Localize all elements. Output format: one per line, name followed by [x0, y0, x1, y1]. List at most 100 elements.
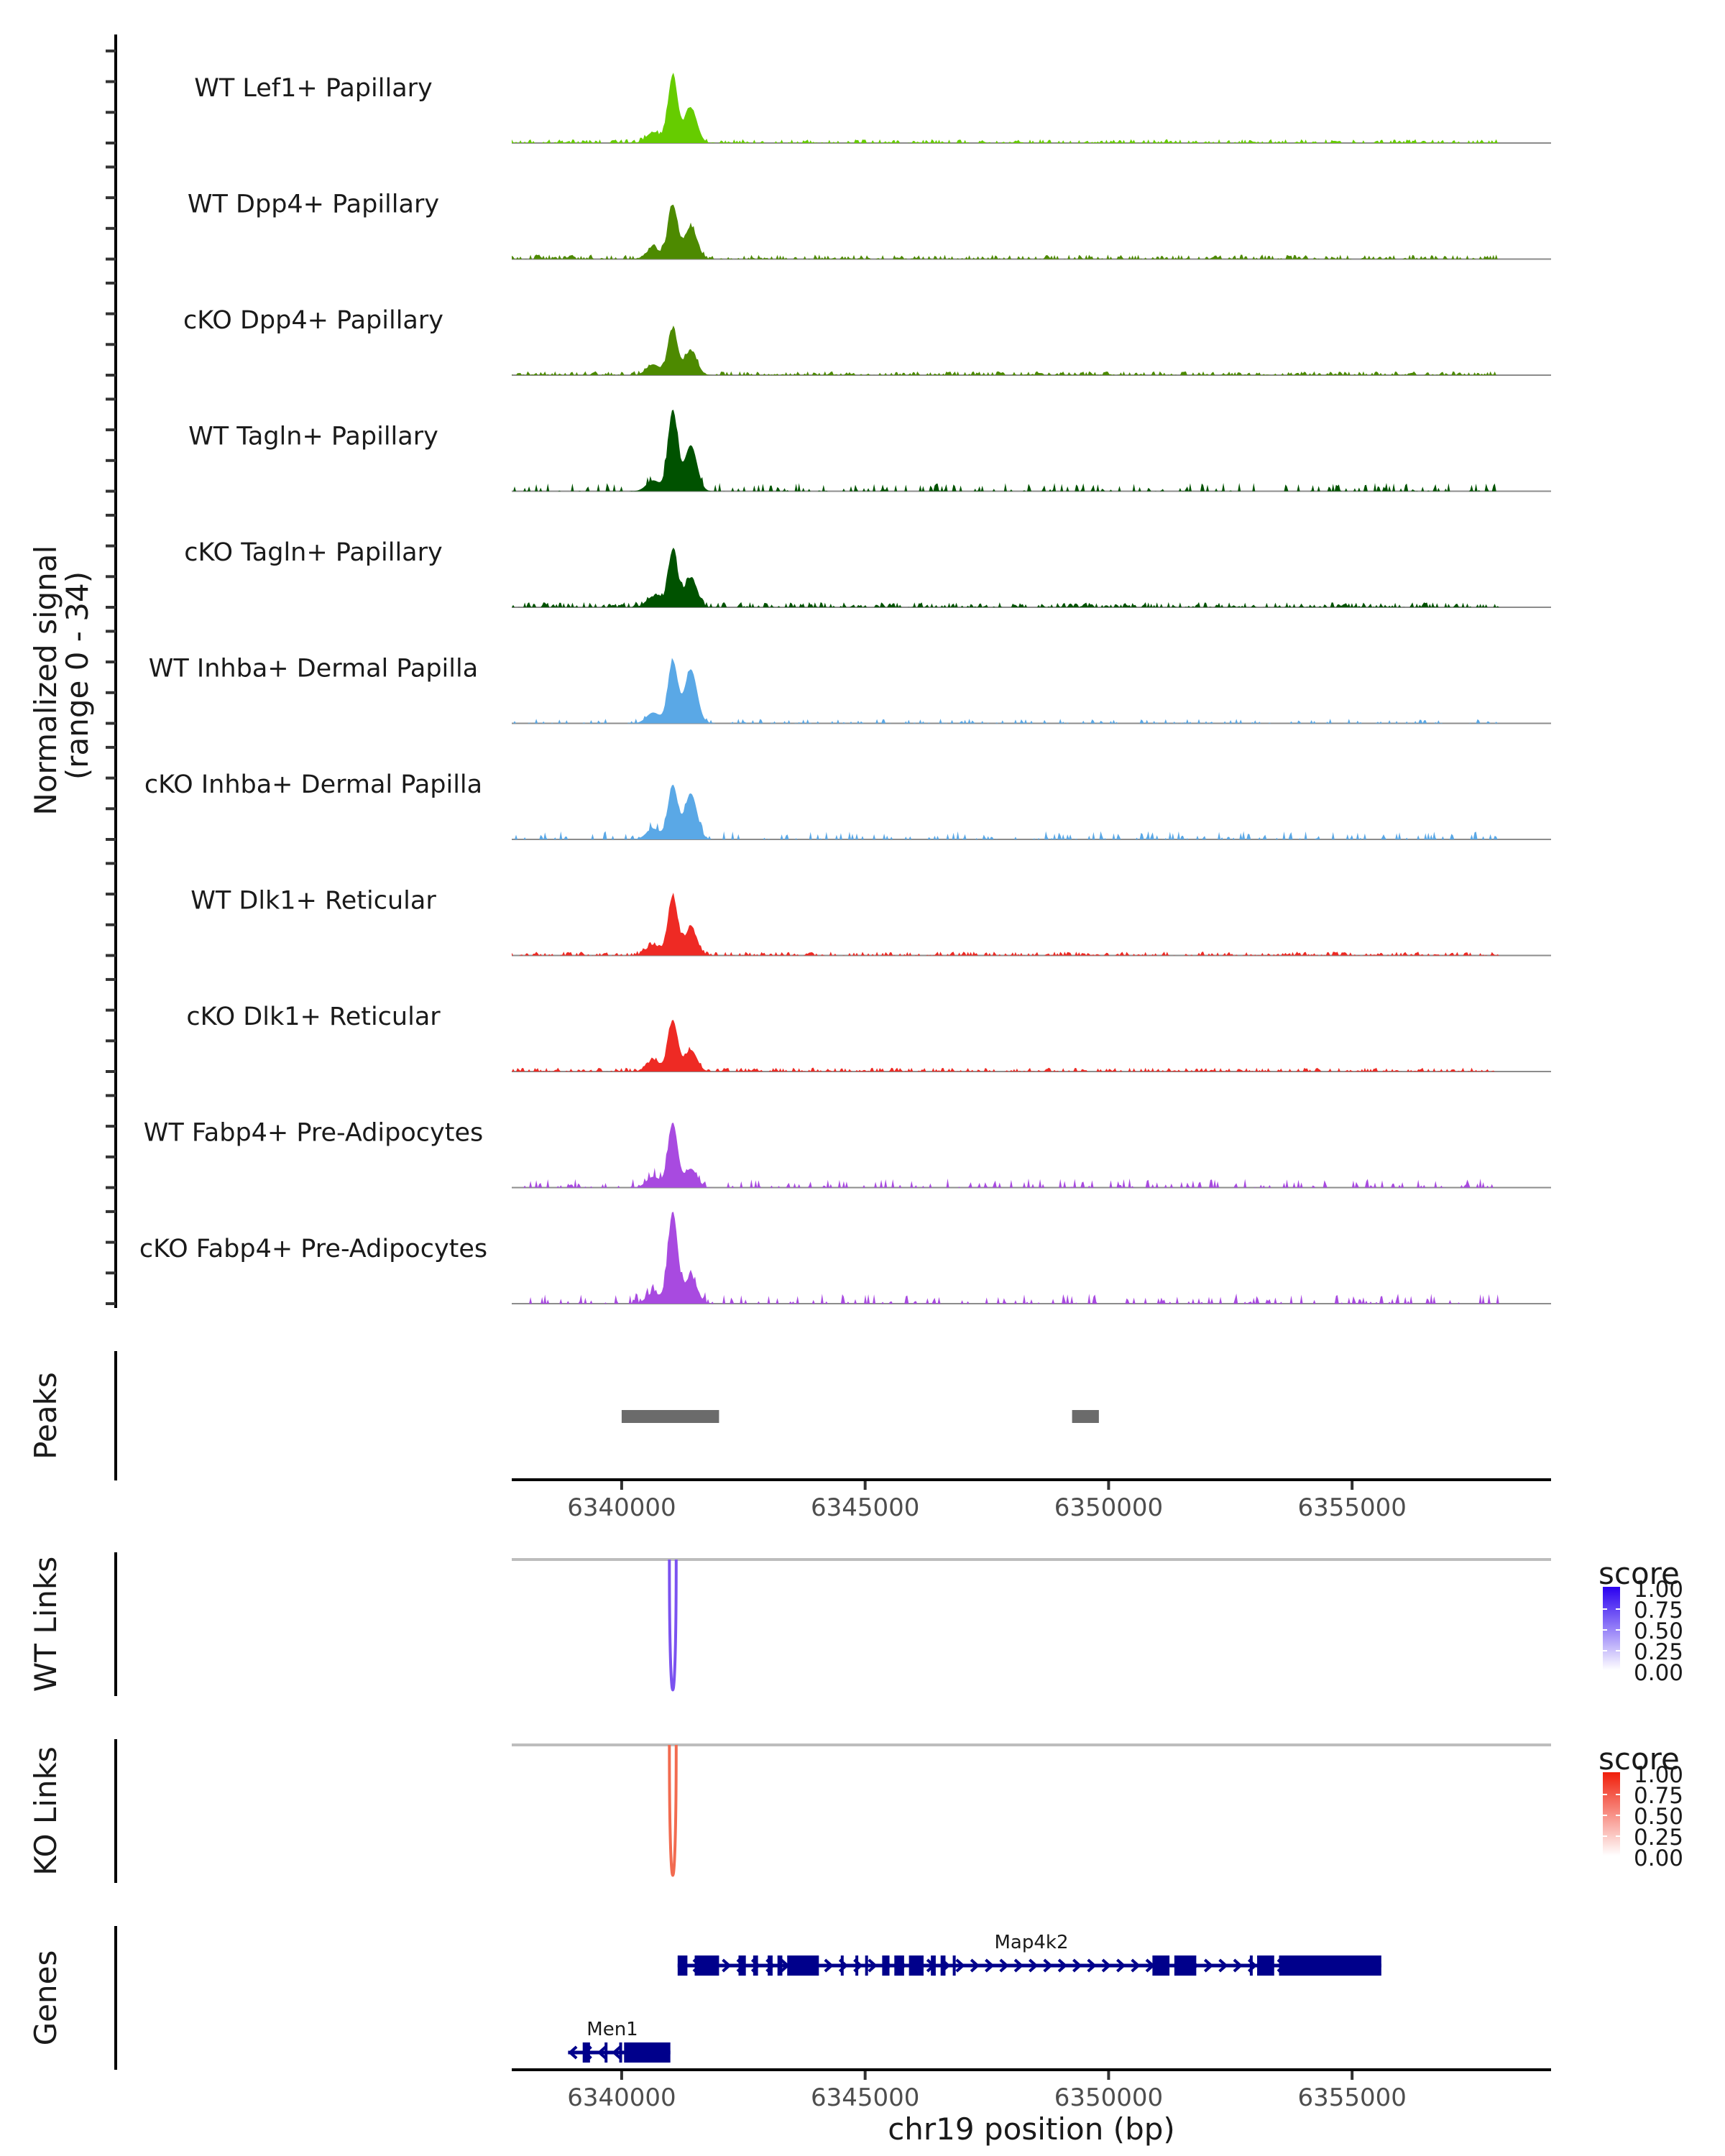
legend-tick-label: 0.75 — [1634, 1783, 1683, 1809]
x-tick-label: 6350000 — [1054, 1493, 1163, 1522]
track-label: cKO Dlk1+ Reticular — [186, 1003, 441, 1031]
strand-chevron — [999, 1958, 1009, 1973]
strand-chevron — [1101, 1958, 1112, 1973]
coverage-track: WT Dpp4+ Papillary — [188, 190, 1551, 260]
coverage-track: WT Tagln+ Papillary — [188, 410, 1551, 492]
gene-exon — [582, 2042, 590, 2063]
legend-tick-label: 1.00 — [1634, 1577, 1683, 1603]
gene-exon — [738, 1955, 746, 1976]
gene-exon — [777, 1955, 783, 1976]
x-tick-label: 6340000 — [567, 2083, 676, 2112]
wt-links-label: WT Links — [28, 1557, 63, 1692]
coverage-area — [512, 410, 1551, 492]
peaks-intervals — [621, 1410, 1099, 1423]
x-tick-label: 6345000 — [811, 2083, 919, 2112]
strand-chevron — [970, 1958, 980, 1973]
coverage-track: cKO Dlk1+ Reticular — [186, 1003, 1551, 1072]
strand-chevron — [1057, 1958, 1068, 1973]
coverage-track: WT Fabp4+ Pre-Adipocytes — [144, 1119, 1551, 1189]
coverage-area — [512, 1123, 1551, 1188]
coverage-y-label: Normalized signal (range 0 - 34) — [28, 535, 95, 815]
gene-exon — [908, 1955, 924, 1976]
track-label: cKO Fabp4+ Pre-Adipocytes — [139, 1235, 487, 1263]
ko-link-arc — [668, 1744, 678, 1877]
ko-score-legend: score 1.000.750.500.250.00 — [1598, 1741, 1683, 1871]
gene-label: Men1 — [586, 2019, 638, 2040]
track-label: cKO Inhba+ Dermal Papilla — [144, 770, 482, 799]
gene-model: Map4k2 — [677, 1932, 1381, 1976]
x-tick-label: 6345000 — [811, 1493, 919, 1522]
x-tick-label: 6355000 — [1297, 1493, 1406, 1522]
strand-chevron — [722, 1958, 732, 1973]
legend-tick-label: 0.75 — [1634, 1598, 1683, 1623]
legend-tick-label: 0.00 — [1634, 1846, 1683, 1871]
genes-x-ticks: 6340000 6345000 6350000 6355000 — [567, 2071, 1407, 2112]
gene-exon — [894, 1955, 904, 1976]
coverage-area — [512, 204, 1551, 259]
gene-exon — [604, 2042, 608, 2063]
peak-interval — [1072, 1410, 1099, 1423]
strand-chevron — [1072, 1958, 1082, 1973]
wt-link-arc — [668, 1559, 678, 1692]
coverage-track: cKO Inhba+ Dermal Papilla — [144, 770, 1551, 840]
gene-exon — [855, 1955, 859, 1976]
legend-tick-label: 0.50 — [1634, 1618, 1683, 1644]
gene-exon — [624, 2042, 671, 2063]
gene-exon — [1279, 1955, 1381, 1976]
track-label: cKO Dpp4+ Papillary — [183, 306, 443, 335]
wt-legend-colorbar — [1603, 1587, 1620, 1670]
coverage-area — [512, 658, 1551, 724]
legend-tick-label: 0.50 — [1634, 1804, 1683, 1830]
legend-tick-label: 1.00 — [1634, 1762, 1683, 1788]
gene-exon — [940, 1955, 946, 1976]
legend-tick-label: 0.25 — [1634, 1825, 1683, 1851]
strand-chevron — [1116, 1958, 1126, 1973]
coverage-track: cKO Tagln+ Papillary — [184, 538, 1551, 608]
track-label: WT Dpp4+ Papillary — [188, 190, 439, 219]
strand-chevron — [612, 2045, 622, 2060]
coverage-area — [512, 326, 1551, 375]
strand-chevron — [1043, 1958, 1053, 1973]
gene-exon — [753, 1955, 758, 1976]
coverage-tracks: WT Lef1+ Papillary WT Dpp4+ Papillary cKO … — [139, 73, 1551, 1304]
strand-chevron — [1087, 1958, 1097, 1973]
x-tick-label: 6340000 — [567, 1493, 676, 1522]
coverage-area — [512, 784, 1551, 839]
track-label: WT Inhba+ Dermal Papilla — [149, 655, 478, 683]
gene-exon — [931, 1955, 936, 1976]
x-axis-label: chr19 position (bp) — [888, 2111, 1175, 2147]
coverage-area — [512, 73, 1551, 143]
coverage-area — [512, 548, 1551, 607]
wt-score-legend: score 1.000.750.500.250.00 — [1598, 1556, 1683, 1686]
gene-exon — [840, 1955, 844, 1976]
gene-exon — [677, 1955, 688, 1976]
strand-chevron — [568, 2045, 578, 2060]
coverage-track: cKO Dpp4+ Papillary — [183, 306, 1551, 376]
gene-exon — [882, 1955, 890, 1976]
coverage-track: cKO Fabp4+ Pre-Adipocytes — [139, 1212, 1551, 1304]
strand-chevron — [1218, 1958, 1228, 1973]
gene-exon — [768, 1955, 773, 1976]
gene-model: Men1 — [568, 2019, 671, 2063]
track-label: WT Tagln+ Papillary — [188, 423, 438, 451]
gene-label: Map4k2 — [994, 1932, 1068, 1953]
x-tick-label: 6355000 — [1297, 2083, 1406, 2112]
wt-legend-title: score — [1598, 1556, 1680, 1591]
gene-models: Map4k2 Men1 — [568, 1932, 1381, 2063]
coverage-area — [512, 1020, 1551, 1072]
ko-legend-colorbar — [1603, 1772, 1620, 1856]
gene-exon — [1152, 1955, 1170, 1976]
strand-chevron — [597, 2045, 607, 2060]
coverage-area — [512, 1212, 1551, 1304]
strand-chevron — [1131, 1958, 1141, 1973]
gene-exon — [619, 2042, 622, 2063]
strand-chevron — [868, 1958, 878, 1973]
strand-chevron — [1029, 1958, 1039, 1973]
coverage-area — [512, 893, 1551, 956]
gene-exon — [694, 1955, 719, 1976]
coverage-track: WT Dlk1+ Reticular — [190, 887, 1551, 957]
strand-chevron — [985, 1958, 995, 1973]
gene-exon — [952, 1955, 956, 1976]
strand-chevron — [824, 1958, 834, 1973]
